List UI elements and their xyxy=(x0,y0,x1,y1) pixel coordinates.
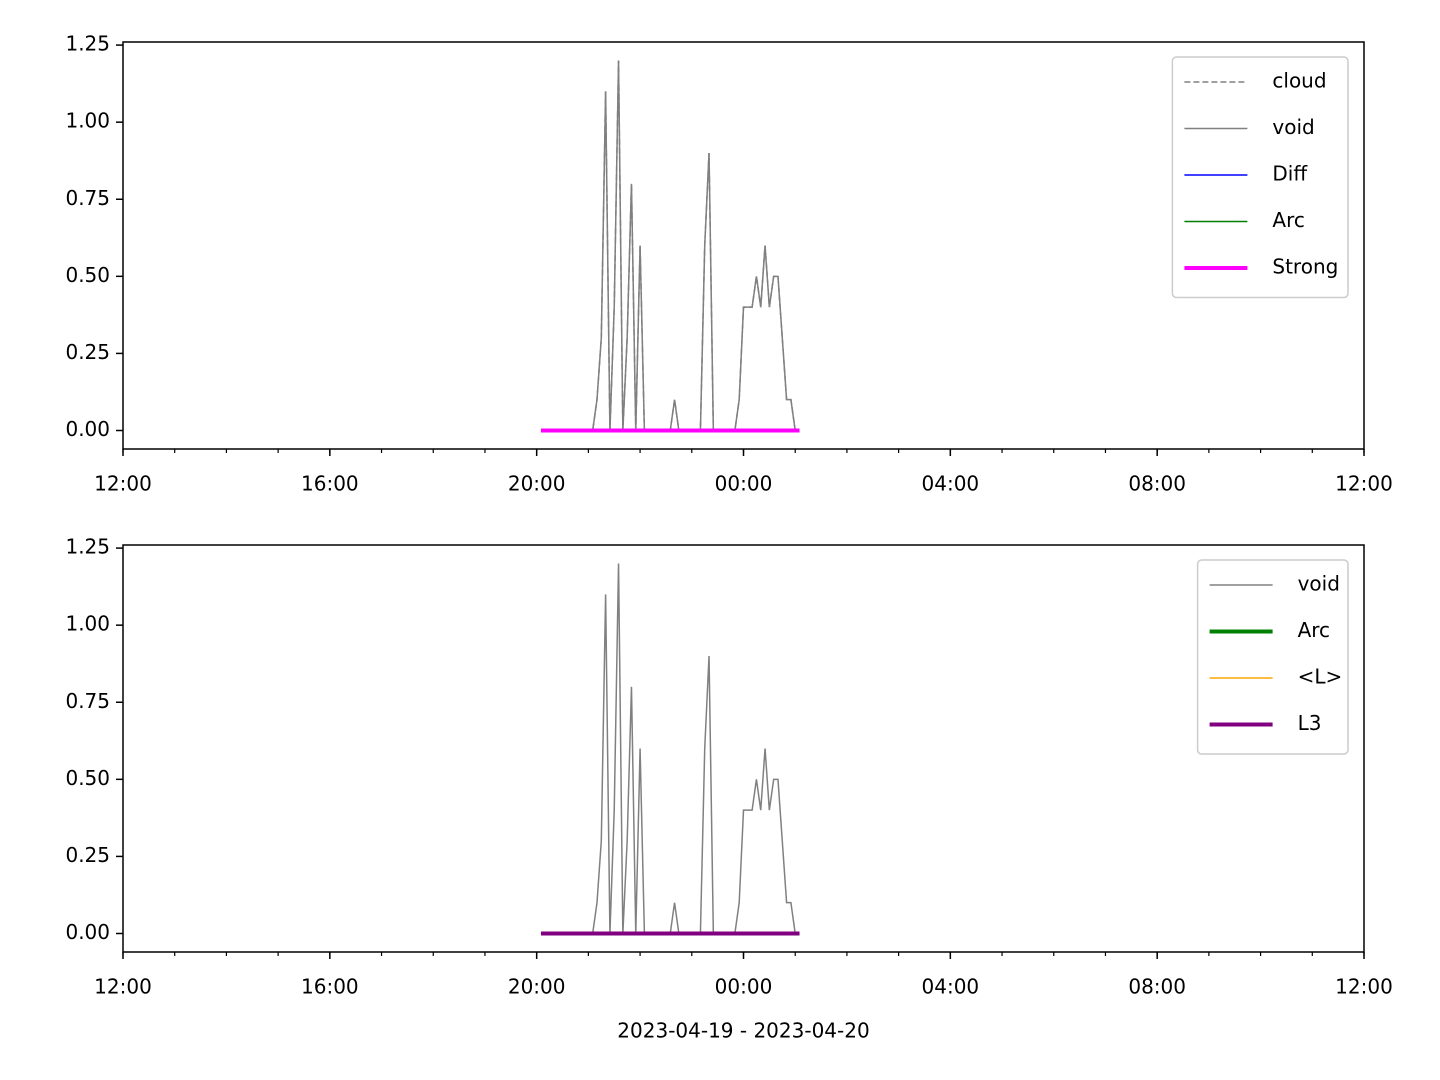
legend-box xyxy=(1171,56,1349,299)
y-tick-label: 0.00 xyxy=(65,920,110,944)
y-tick-label: 0.75 xyxy=(65,689,110,713)
x-tick-label: 12:00 xyxy=(1335,472,1393,496)
legend-label: cloud xyxy=(1272,69,1326,93)
y-tick-label: 1.00 xyxy=(65,612,110,636)
x-axis-label: 2023-04-19 - 2023-04-20 xyxy=(617,1019,869,1043)
legend-label: <L> xyxy=(1298,665,1343,689)
x-tick-label: 12:00 xyxy=(94,472,152,496)
y-tick-label: 1.00 xyxy=(65,109,110,133)
series-line xyxy=(540,563,800,935)
x-tick-label: 08:00 xyxy=(1128,975,1186,999)
x-tick-label: 16:00 xyxy=(301,472,359,496)
y-tick-label: 0.75 xyxy=(65,186,110,210)
legend-label: Diff xyxy=(1272,162,1308,186)
x-tick-label: 04:00 xyxy=(922,975,980,999)
legend-box xyxy=(1196,559,1349,755)
y-tick-label: 1.25 xyxy=(65,535,110,559)
x-tick-label: 00:00 xyxy=(715,472,773,496)
y-tick-label: 0.50 xyxy=(65,766,110,790)
legend-label: Arc xyxy=(1298,618,1330,642)
legend-label: L3 xyxy=(1298,711,1322,735)
legend-label: Strong xyxy=(1272,255,1338,279)
axes-frame xyxy=(122,544,1365,953)
series-line xyxy=(540,60,800,432)
legend-label: void xyxy=(1298,572,1340,596)
x-tick-label: 04:00 xyxy=(922,472,980,496)
y-tick-label: 0.25 xyxy=(65,340,110,364)
y-tick-label: 0.50 xyxy=(65,263,110,287)
x-tick-label: 12:00 xyxy=(94,975,152,999)
x-tick-label: 20:00 xyxy=(508,472,566,496)
legend-label: void xyxy=(1272,115,1314,139)
x-tick-label: 12:00 xyxy=(1335,975,1393,999)
y-tick-label: 1.25 xyxy=(65,32,110,56)
x-tick-label: 08:00 xyxy=(1128,472,1186,496)
y-tick-label: 0.00 xyxy=(65,417,110,441)
y-tick-label: 0.25 xyxy=(65,843,110,867)
series-line xyxy=(540,60,800,432)
x-tick-label: 00:00 xyxy=(715,975,773,999)
legend-label: Arc xyxy=(1272,208,1304,232)
x-tick-label: 16:00 xyxy=(301,975,359,999)
x-tick-label: 20:00 xyxy=(508,975,566,999)
